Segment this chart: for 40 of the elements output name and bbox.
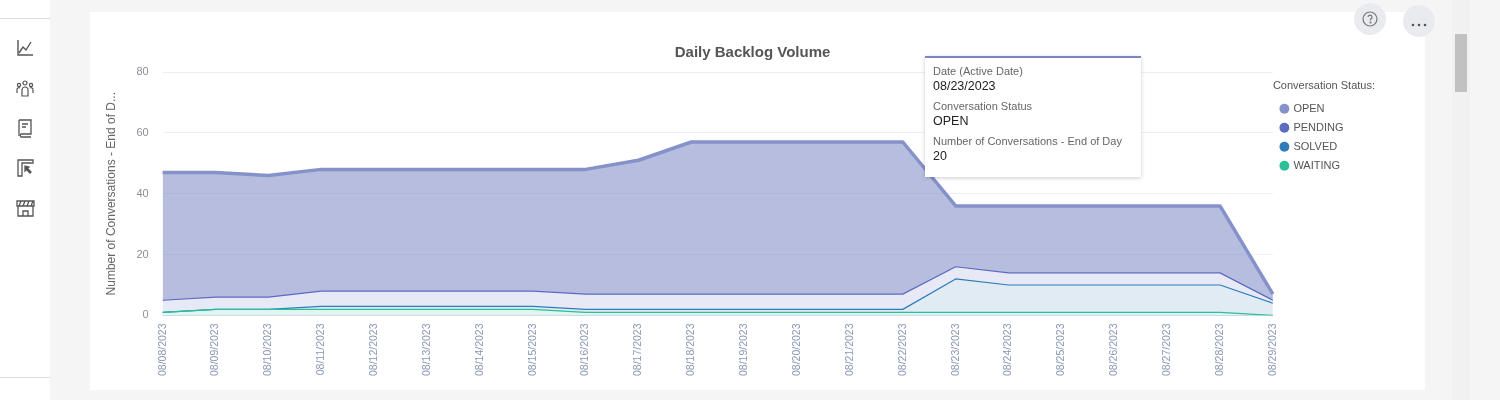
x-tick-label: 08/27/2023 [1160, 323, 1173, 377]
annotation: Conversation Status [933, 99, 1034, 114]
x-tick-label: 08/20/2023 [789, 323, 802, 377]
annotation: OPEN [933, 114, 970, 129]
legend-label: OPEN [1293, 101, 1325, 114]
x-tick-label: 08/28/2023 [1212, 323, 1225, 377]
x-tick-label: 08/08/2023 [155, 323, 168, 377]
x-tick-label: 08/26/2023 [1107, 323, 1120, 377]
x-tick-label: 08/12/2023 [367, 323, 379, 377]
x-tick-label: 08/21/2023 [842, 323, 855, 377]
annotation: 20 [933, 149, 948, 164]
x-tick-label: 08/16/2023 [578, 323, 591, 377]
y-tick-label: 0 [142, 308, 149, 321]
legend-label: SOLVED [1293, 139, 1338, 152]
x-tick-label: 08/25/2023 [1054, 323, 1067, 377]
x-tick-label: 08/09/2023 [208, 323, 221, 377]
x-tick-label: 08/24/2023 [1001, 323, 1014, 377]
legend-label: WAITING [1293, 158, 1341, 171]
x-tick-label: 08/22/2023 [895, 323, 908, 377]
x-tick-label: 08/11/2023 [314, 323, 327, 376]
y-tick-label: 20 [136, 247, 149, 260]
x-tick-label: 08/19/2023 [737, 323, 750, 377]
x-tick-label: 08/17/2023 [631, 323, 644, 377]
y-tick-label: 40 [136, 186, 149, 199]
legend-label: PENDING [1293, 120, 1344, 133]
x-tick-label: 08/18/2023 [684, 323, 697, 377]
y-axis-title: Number of Conversations - End of D... [103, 92, 118, 296]
x-tick-label: 08/23/2023 [948, 323, 961, 377]
x-tick-label: 08/15/2023 [525, 323, 538, 377]
x-tick-label: 08/13/2023 [419, 323, 432, 377]
y-tick-label: 80 [136, 65, 149, 78]
annotation: Number of Conversations - End of Day [933, 134, 1123, 149]
annotation: Date (Active Date) [933, 64, 1024, 79]
x-tick-label: 08/14/2023 [472, 323, 485, 377]
y-tick-label: 60 [136, 125, 149, 138]
annotation: 08/23/2023 [933, 79, 997, 94]
x-tick-label: 08/29/2023 [1265, 323, 1278, 377]
chart-title: Daily Backlog Volume [674, 43, 831, 61]
legend-title: Conversation Status: [1272, 78, 1376, 91]
x-tick-label: 08/10/2023 [261, 323, 274, 377]
